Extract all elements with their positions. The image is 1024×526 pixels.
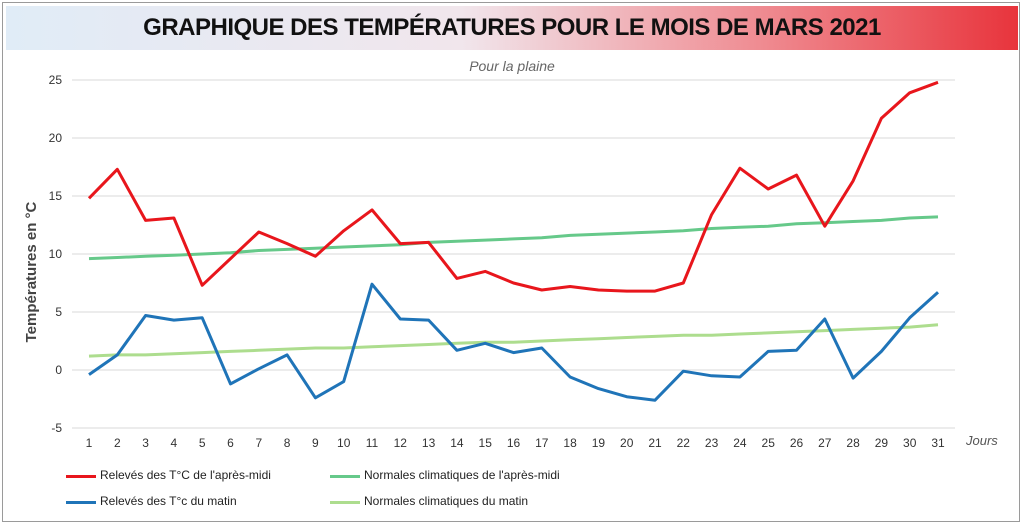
- x-tick-label: 11: [366, 436, 379, 450]
- series-line-3: [88, 323, 939, 358]
- x-tick-label: 29: [875, 436, 889, 450]
- legend-swatch-1: [330, 475, 360, 478]
- x-tick-label: 1: [86, 436, 93, 450]
- chart-subtitle: Pour la plaine: [469, 58, 555, 74]
- x-tick-label: 24: [733, 436, 747, 450]
- y-axis-label: Températures en °C: [23, 201, 40, 342]
- y-tick-label: 0: [55, 363, 62, 377]
- x-tick-labels: 1 2 3 4 5 6 7 8 9 10 11 12 13 14 15 16 17 18 19 20 21 22 23 24 2…: [86, 436, 945, 450]
- x-tick-label: 19: [592, 436, 606, 450]
- y-tick-label: 20: [49, 131, 63, 145]
- x-tick-label: 3: [142, 436, 149, 450]
- y-tick-label: 10: [49, 247, 63, 261]
- x-tick-label: 13: [422, 436, 436, 450]
- x-tick-label: 20: [620, 436, 634, 450]
- x-tick-label: 2: [114, 436, 121, 450]
- x-tick-label: 10: [337, 436, 351, 450]
- x-tick-label: 27: [818, 436, 832, 450]
- x-tick-label: 23: [705, 436, 719, 450]
- legend-label-0: Relevés des T°C de l'après-midi: [100, 468, 271, 482]
- x-tick-label: 14: [450, 436, 464, 450]
- x-tick-label: 21: [648, 436, 662, 450]
- title-banner: GRAPHIQUE DES TEMPÉRATURES POUR LE MOIS …: [6, 6, 1018, 50]
- legend-swatch-3: [330, 501, 360, 504]
- x-tick-label: 26: [790, 436, 804, 450]
- series-line-0: [87, 80, 939, 293]
- x-tick-label: 30: [903, 436, 917, 450]
- x-tick-label: 22: [677, 436, 691, 450]
- legend-swatch-0: [66, 475, 96, 478]
- legend-label-3: Normales climatiques du matin: [364, 494, 529, 508]
- grid-layer: [72, 79, 955, 429]
- x-tick-label: 28: [846, 436, 860, 450]
- chart-title: GRAPHIQUE DES TEMPÉRATURES POUR LE MOIS …: [143, 14, 881, 41]
- y-tick-label: 15: [49, 189, 63, 203]
- legend-label-2: Relevés des T°c du matin: [100, 494, 237, 508]
- x-tick-label: 9: [312, 436, 319, 450]
- x-tick-label: 6: [227, 436, 234, 450]
- y-tick-label: 5: [55, 305, 62, 319]
- x-tick-label: 5: [199, 436, 206, 450]
- series-line-2: [88, 282, 940, 402]
- y-tick-label: -5: [51, 421, 62, 435]
- legend-label-1: Normales climatiques de l'après-midi: [364, 468, 560, 482]
- series-line-1: [88, 215, 939, 261]
- y-tick-label: 25: [49, 73, 63, 87]
- x-tick-label: 8: [284, 436, 291, 450]
- x-tick-label: 18: [563, 436, 577, 450]
- x-tick-label: 17: [535, 436, 549, 450]
- legend-swatch-2: [66, 501, 96, 504]
- x-tick-label: 12: [394, 436, 408, 450]
- x-tick-label: 4: [171, 436, 178, 450]
- x-tick-label: 7: [255, 436, 262, 450]
- x-tick-label: 15: [479, 436, 493, 450]
- series-layer: [87, 80, 940, 402]
- x-axis-label: Jours: [965, 433, 998, 448]
- x-tick-label: 16: [507, 436, 521, 450]
- x-tick-label: 31: [931, 436, 945, 450]
- x-tick-label: 25: [762, 436, 776, 450]
- y-tick-labels: -5 0 5 10 15 20 25: [49, 73, 63, 435]
